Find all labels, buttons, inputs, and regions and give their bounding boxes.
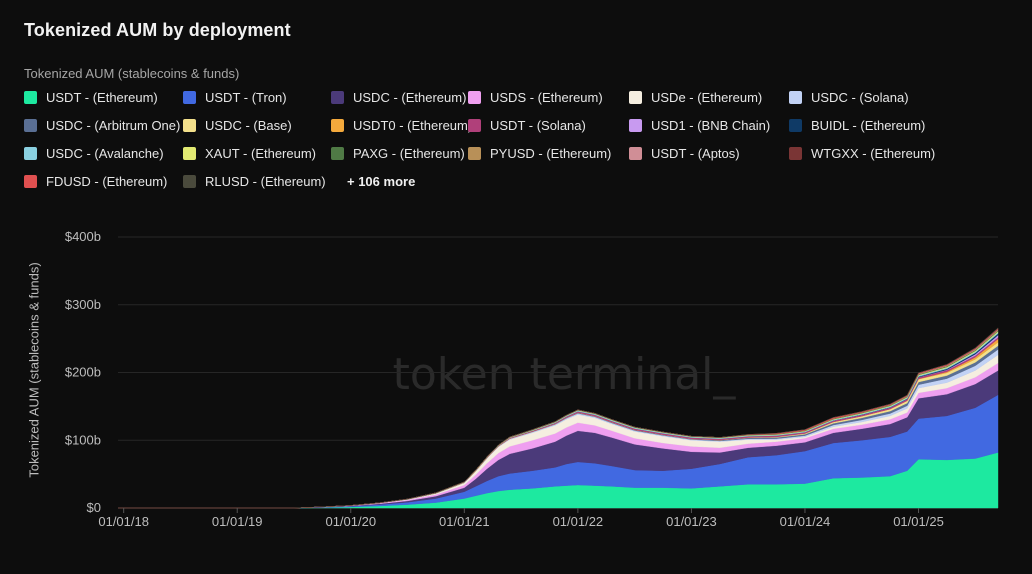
legend-swatch (331, 119, 344, 132)
legend-row: USDC - (Avalanche) XAUT - (Ethereum) PAXG … (24, 146, 1014, 174)
y-tick-label: $200b (65, 365, 101, 380)
x-tick-label: 01/01/21 (439, 514, 490, 529)
series-layer: USDT - (Ethereum)USDT - (Tron)USDC - (Et… (118, 327, 999, 509)
legend-label: USDC - (Base) (205, 118, 292, 133)
legend-swatch (789, 119, 802, 132)
legend-swatch (331, 91, 344, 104)
legend-swatch (789, 147, 802, 160)
legend-item[interactable]: USDT - (Ethereum) (24, 90, 158, 105)
legend-swatch (24, 147, 37, 160)
legend-swatch (183, 175, 196, 188)
legend-item[interactable]: RLUSD - (Ethereum) (183, 174, 326, 189)
legend-subtitle: Tokenized AUM (stablecoins & funds) (24, 66, 240, 81)
legend-label: USDT - (Solana) (490, 118, 586, 133)
legend-label: BUIDL - (Ethereum) (811, 118, 926, 133)
legend-item[interactable]: USDe - (Ethereum) (629, 90, 762, 105)
x-tick-label: 01/01/22 (553, 514, 604, 529)
legend-swatch (24, 91, 37, 104)
legend-row: USDT - (Ethereum) USDT - (Tron) USDC - (Et… (24, 90, 1014, 118)
legend: USDT - (Ethereum) USDT - (Tron) USDC - (Et… (24, 90, 1014, 202)
legend-item[interactable]: WTGXX - (Ethereum) (789, 146, 935, 161)
legend-swatch (789, 91, 802, 104)
legend-label: USDT - (Ethereum) (46, 90, 158, 105)
legend-label: USD1 - (BNB Chain) (651, 118, 771, 133)
y-tick-label: $100b (65, 432, 101, 447)
legend-swatch (629, 91, 642, 104)
legend-item[interactable]: USDT0 - (Ethereum) (331, 118, 472, 133)
legend-swatch (468, 119, 481, 132)
x-axis-ticks: 01/01/18 01/01/19 01/01/20 01/01/21 01/01/22… (98, 508, 944, 529)
legend-label: USDC - (Ethereum) (353, 90, 467, 105)
legend-label: USDT0 - (Ethereum) (353, 118, 473, 133)
legend-row: USDC - (Arbitrum One) USDC - (Base) USDT0 … (24, 118, 1014, 146)
legend-swatch (24, 175, 37, 188)
y-axis-ticks: $0 $100b $200b $300b $400b (65, 229, 101, 515)
watermark: token terminal_ (393, 349, 737, 400)
x-tick-label: 01/01/24 (780, 514, 831, 529)
legend-swatch (331, 147, 344, 160)
legend-swatch (183, 147, 196, 160)
legend-item[interactable]: USDC - (Ethereum) (331, 90, 466, 105)
legend-item[interactable]: USD1 - (BNB Chain) (629, 118, 770, 133)
legend-label: USDS - (Ethereum) (490, 90, 603, 105)
y-tick-label: $300b (65, 297, 101, 312)
legend-item[interactable]: USDT - (Tron) (183, 90, 287, 105)
legend-more-link[interactable]: + 106 more (347, 174, 416, 189)
legend-item[interactable]: USDT - (Aptos) (629, 146, 740, 161)
x-tick-label: 01/01/25 (893, 514, 944, 529)
legend-label: FDUSD - (Ethereum) (46, 174, 168, 189)
x-tick-label: 01/01/18 (98, 514, 149, 529)
legend-label: USDe - (Ethereum) (651, 90, 763, 105)
legend-label: PAXG - (Ethereum) (353, 146, 465, 161)
legend-label: USDT - (Tron) (205, 90, 287, 105)
legend-item[interactable]: USDC - (Avalanche) (24, 146, 164, 161)
legend-item[interactable]: USDT - (Solana) (468, 118, 586, 133)
x-tick-label: 01/01/19 (212, 514, 263, 529)
legend-swatch (629, 119, 642, 132)
chart-title: Tokenized AUM by deployment (24, 20, 291, 40)
legend-item[interactable]: BUIDL - (Ethereum) (789, 118, 925, 133)
legend-label: WTGXX - (Ethereum) (811, 146, 936, 161)
series-area[interactable]: RLUSD - (Ethereum) (118, 327, 999, 509)
legend-label: USDC - (Avalanche) (46, 146, 164, 161)
legend-label: USDC - (Arbitrum One) (46, 118, 181, 133)
x-tick-label: 01/01/20 (325, 514, 376, 529)
legend-item[interactable]: PAXG - (Ethereum) (331, 146, 465, 161)
legend-swatch (468, 91, 481, 104)
legend-swatch (24, 119, 37, 132)
x-tick-label: 01/01/23 (666, 514, 717, 529)
legend-swatch (629, 147, 642, 160)
legend-label: PYUSD - (Ethereum) (490, 146, 612, 161)
legend-item[interactable]: USDC - (Base) (183, 118, 292, 133)
legend-item[interactable]: XAUT - (Ethereum) (183, 146, 316, 161)
legend-label: USDC - (Solana) (811, 90, 909, 105)
legend-item[interactable]: USDS - (Ethereum) (468, 90, 603, 105)
legend-label: USDT - (Aptos) (651, 146, 740, 161)
legend-item[interactable]: USDC - (Arbitrum One) (24, 118, 180, 133)
legend-item[interactable]: FDUSD - (Ethereum) (24, 174, 167, 189)
legend-item[interactable]: PYUSD - (Ethereum) (468, 146, 611, 161)
y-tick-label: $400b (65, 229, 101, 244)
legend-label: RLUSD - (Ethereum) (205, 174, 326, 189)
y-tick-label: $0 (87, 500, 101, 515)
legend-swatch (183, 91, 196, 104)
legend-swatch (183, 119, 196, 132)
legend-row: FDUSD - (Ethereum) RLUSD - (Ethereum) + 10… (24, 174, 1014, 202)
legend-label: XAUT - (Ethereum) (205, 146, 317, 161)
legend-swatch (468, 147, 481, 160)
legend-item[interactable]: USDC - (Solana) (789, 90, 909, 105)
